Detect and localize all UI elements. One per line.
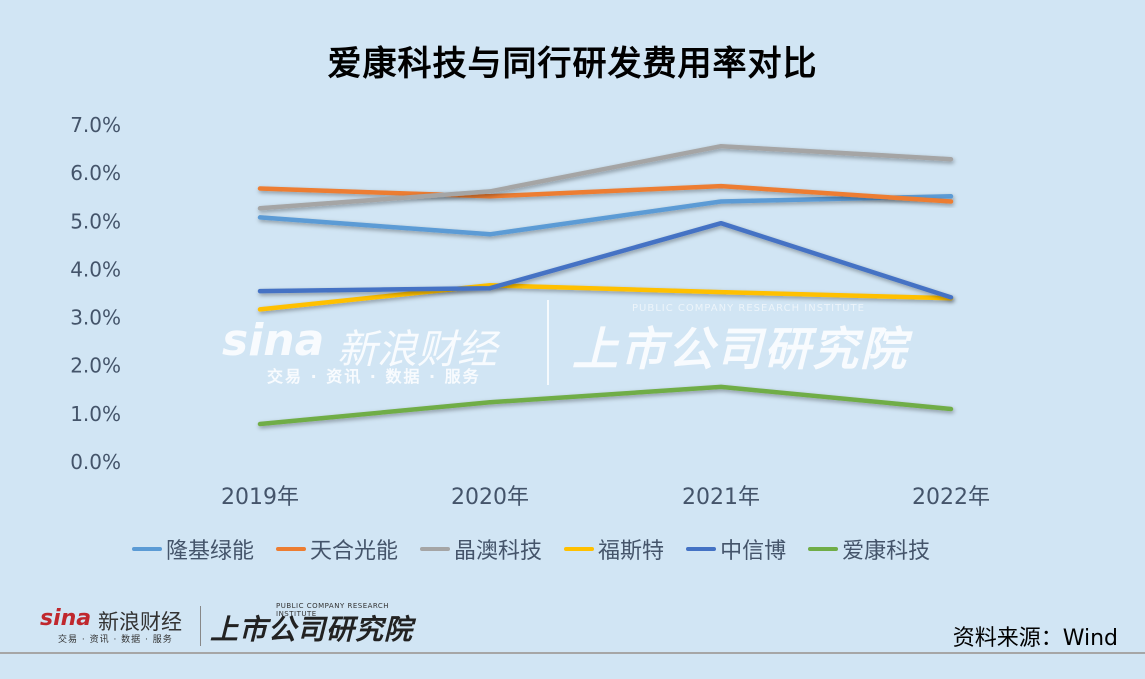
legend-line-icon (132, 547, 162, 551)
y-tick-label: 1.0% (70, 402, 121, 426)
legend-line-icon (276, 547, 307, 551)
legend-item: 中信博 (686, 533, 786, 565)
y-tick-label: 5.0% (70, 209, 121, 233)
legend-item: 天合光能 (276, 533, 398, 565)
y-tick-label: 4.0% (70, 257, 121, 281)
y-tick-label: 3.0% (70, 306, 121, 330)
source-note: 资料来源：Wind (952, 626, 1118, 651)
sina-brand-sub: 交易 · 资讯 · 数据 · 服务 (58, 635, 173, 645)
sina-brand-cn: 新浪财经 (98, 610, 182, 634)
x-tick-label: 2020年 (451, 485, 529, 510)
y-tick-label: 6.0% (70, 161, 121, 185)
legend-label: 隆基绿能 (166, 539, 255, 564)
y-axis: 0.0% 1.0% 2.0% 3.0% 4.0% 5.0% 6.0% 7.0% (70, 113, 121, 474)
x-tick-label: 2022年 (912, 485, 990, 510)
legend-item: 晶澳科技 (420, 533, 542, 565)
series-line (257, 384, 954, 427)
x-tick-label: 2019年 (221, 485, 299, 510)
y-tick-label: 2.0% (70, 354, 121, 378)
series-line (257, 143, 954, 211)
legend-label: 中信博 (720, 539, 787, 564)
legend-label: 福斯特 (598, 539, 665, 564)
legend-line-icon (420, 547, 451, 551)
y-tick-label: 7.0% (70, 113, 121, 137)
series-line (257, 283, 954, 312)
footer-divider (200, 606, 201, 646)
chart-title: 爱康科技与同行研发费用率对比 (327, 44, 818, 84)
legend-label: 晶澳科技 (454, 539, 543, 564)
series-line (257, 220, 954, 300)
sina-logo: sina (40, 606, 92, 631)
legend-line-icon (564, 547, 595, 551)
series-lines (257, 143, 954, 427)
legend-item: 福斯特 (564, 533, 664, 565)
bottom-divider (0, 652, 1145, 654)
series-line (257, 183, 954, 204)
legend-line-icon (686, 547, 717, 551)
series-line (257, 194, 954, 237)
legend-line-icon (808, 547, 839, 551)
legend-item: 隆基绿能 (132, 533, 254, 565)
x-tick-label: 2021年 (682, 485, 760, 510)
institute-logo: 上市公司研究院 (210, 613, 414, 646)
y-tick-label: 0.0% (70, 450, 121, 474)
institute-en: PUBLIC COMPANY RESEARCH INSTITUTE (276, 602, 390, 618)
x-axis: 2019年 2020年 2021年 2022年 (221, 485, 990, 510)
footer-logo: sina 新浪财经 交易 · 资讯 · 数据 · 服务 PUBLIC COMPA… (40, 600, 420, 650)
chart-legend: 隆基绿能 天合光能 晶澳科技 福斯特 中信博 爱康科技 (132, 533, 952, 565)
legend-label: 爱康科技 (842, 539, 931, 564)
legend-label: 天合光能 (310, 539, 399, 564)
legend-item: 爱康科技 (808, 533, 930, 565)
